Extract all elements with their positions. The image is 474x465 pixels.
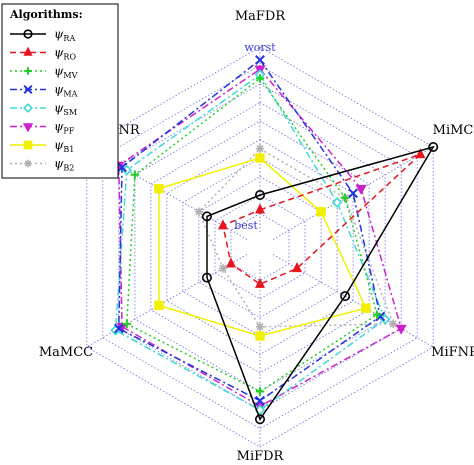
legend-label: ψB1 bbox=[54, 138, 74, 154]
marker-triangle bbox=[23, 46, 33, 56]
legend-title: Algorithms: bbox=[9, 8, 83, 21]
legend-label: ψRA bbox=[54, 27, 75, 43]
marker-plus bbox=[24, 67, 32, 75]
marker-circle bbox=[340, 291, 351, 302]
axis-label-mamcc: MaMCC bbox=[39, 345, 93, 360]
marker-plus bbox=[255, 74, 265, 83]
grid-spoke bbox=[272, 254, 434, 348]
marker-circle bbox=[201, 211, 212, 222]
legend-item-b2: ψB2 bbox=[10, 157, 74, 173]
marker-plus bbox=[122, 319, 132, 329]
series-pf bbox=[113, 65, 407, 413]
marker-x bbox=[117, 162, 127, 173]
series-line bbox=[158, 157, 367, 337]
marker-x bbox=[255, 395, 265, 406]
marker-asterisk bbox=[255, 322, 265, 331]
axis-label-mafdr: MaFDR bbox=[235, 9, 287, 24]
series-ra bbox=[201, 142, 439, 425]
marker-square bbox=[23, 140, 33, 150]
marker-square bbox=[316, 207, 326, 217]
marker-triangle bbox=[292, 262, 303, 273]
marker-triangle-down bbox=[22, 123, 34, 133]
axis-label-mimcc: MiMCC bbox=[433, 123, 474, 138]
series-mv bbox=[122, 74, 382, 396]
marker-x bbox=[348, 188, 359, 199]
marker-square bbox=[154, 183, 164, 194]
marker-asterisk bbox=[24, 159, 32, 168]
legend-label: ψB2 bbox=[54, 157, 74, 173]
marker-circle bbox=[23, 29, 33, 39]
series-ma bbox=[113, 55, 386, 406]
marker-diamond bbox=[254, 404, 266, 416]
marker-circle bbox=[201, 272, 212, 283]
legend-label: ψRO bbox=[54, 46, 76, 62]
grid-ring bbox=[86, 46, 434, 448]
grid-ring bbox=[182, 157, 338, 337]
marker-square bbox=[255, 153, 265, 163]
legend-label: ψMA bbox=[54, 83, 78, 99]
legend-item-b1: ψB1 bbox=[10, 138, 74, 154]
legend: Algorithms: ψRA ψRO ψMV ψMA ψSM ψPF ψB1 ψB2 bbox=[1, 3, 119, 179]
grid-ring bbox=[198, 176, 322, 318]
marker-triangle bbox=[217, 219, 228, 230]
legend-label: ψMV bbox=[54, 64, 78, 80]
series-group bbox=[110, 55, 439, 425]
marker-asterisk bbox=[194, 207, 204, 216]
marker-x bbox=[23, 84, 33, 95]
marker-plus bbox=[340, 193, 350, 203]
marker-triangle bbox=[225, 257, 236, 268]
legend-item-ro: ψRO bbox=[10, 46, 76, 62]
marker-triangle bbox=[254, 203, 266, 214]
marker-triangle-down bbox=[355, 184, 367, 195]
series-sm bbox=[110, 69, 391, 416]
legend-item-sm: ψSM bbox=[10, 101, 77, 117]
legend-label: ψSM bbox=[54, 101, 77, 117]
legend-item-ma: ψMA bbox=[10, 83, 78, 99]
radar-grid bbox=[86, 46, 434, 448]
axis-label-mifnr: MiFNR bbox=[431, 345, 474, 360]
marker-square bbox=[255, 331, 265, 341]
series-b2 bbox=[194, 144, 398, 331]
legend-item-pf: ψPF bbox=[10, 120, 75, 136]
marker-triangle-down bbox=[395, 324, 407, 335]
marker-triangle bbox=[415, 148, 426, 159]
series-line bbox=[206, 145, 435, 421]
marker-square bbox=[361, 303, 371, 313]
series-b1 bbox=[154, 153, 371, 341]
marker-circle bbox=[428, 142, 439, 153]
marker-asterisk bbox=[388, 319, 398, 329]
axis-label-mifdr: MiFDR bbox=[237, 449, 285, 464]
legend-label: ψPF bbox=[54, 120, 75, 136]
marker-plus bbox=[255, 387, 265, 396]
scale-label-worst: worst bbox=[244, 41, 276, 54]
marker-asterisk bbox=[218, 264, 228, 273]
marker-diamond bbox=[23, 103, 33, 113]
marker-circle bbox=[255, 190, 266, 201]
marker-square bbox=[154, 300, 164, 311]
marker-plus bbox=[130, 170, 140, 179]
marker-x bbox=[113, 323, 124, 334]
marker-asterisk bbox=[255, 144, 265, 153]
marker-diamond bbox=[331, 197, 343, 208]
legend-item-ra: ψRA bbox=[10, 27, 75, 43]
grid-ring bbox=[214, 194, 306, 300]
marker-triangle bbox=[254, 277, 266, 288]
series-ro bbox=[217, 148, 426, 288]
series-line bbox=[198, 147, 395, 328]
legend-box bbox=[1, 3, 119, 179]
marker-x bbox=[255, 55, 265, 65]
marker-circle bbox=[255, 414, 266, 425]
scale-label-best: best bbox=[234, 219, 258, 232]
legend-item-mv: ψMV bbox=[10, 64, 78, 80]
marker-plus bbox=[372, 310, 382, 319]
